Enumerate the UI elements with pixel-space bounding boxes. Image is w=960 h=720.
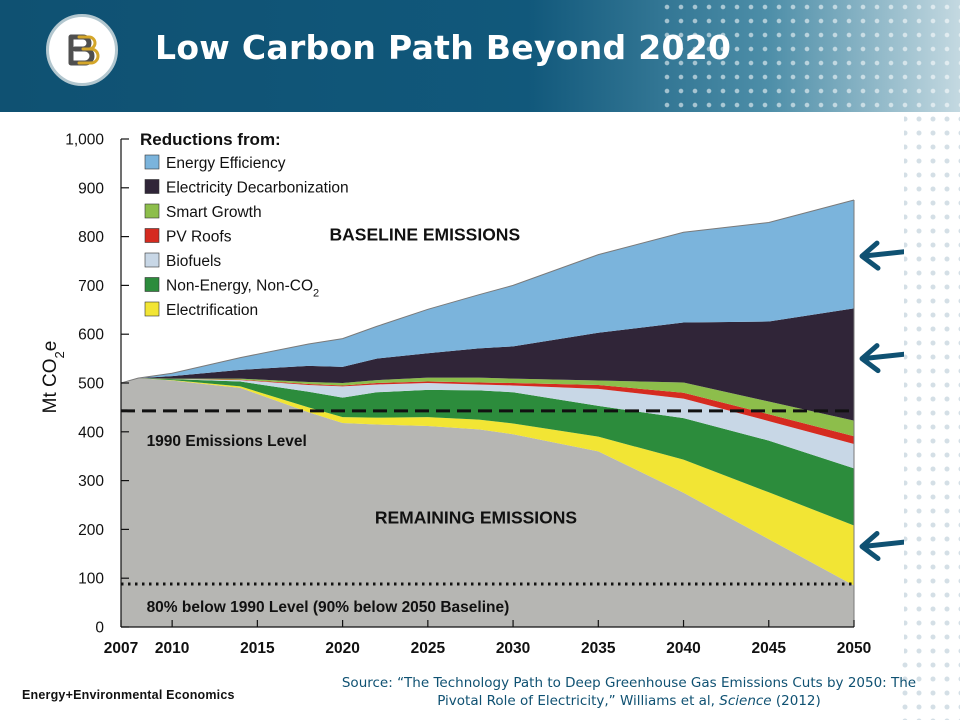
y-tick-label: 100 xyxy=(78,571,104,588)
header-banner: Low Carbon Path Beyond 2020 xyxy=(0,0,960,112)
x-tick-label: 2050 xyxy=(837,640,871,657)
area-biofuels xyxy=(121,378,854,469)
y-tick-label: 200 xyxy=(78,522,104,539)
side-dot-pattern xyxy=(898,112,960,720)
axis-layer: 0 100 200 300 400 500 600 700 800 900 1,000 2007 201… xyxy=(40,132,871,658)
annotation-layer: 1990 Emissions Level 80% below 1990 Level… xyxy=(147,225,578,616)
legend-label: Non-Energy, Non-CO2 xyxy=(166,278,319,300)
emissions-chart: 0 100 200 300 400 500 600 700 800 900 1,000 2007 201… xyxy=(20,112,932,660)
y-tick-label: 900 xyxy=(78,180,104,197)
source-citation: Source: “The Technology Path to Deep Gre… xyxy=(330,674,928,710)
reference-line-layer xyxy=(121,409,854,586)
legend-label: Electricity Decarbonization xyxy=(166,180,349,197)
legend-label: Biofuels xyxy=(166,253,221,270)
legend: Reductions from: Energy Efficiency Electri… xyxy=(140,130,349,319)
legend-swatch xyxy=(144,252,160,268)
y-tick-label: 1,000 xyxy=(65,132,104,149)
arrow-icon xyxy=(859,240,932,271)
y-axis-label: Mt CO2e xyxy=(40,341,67,414)
x-tick-label: 2025 xyxy=(411,640,446,657)
legend-swatch xyxy=(144,203,160,219)
reference-label-80pct-below: 80% below 1990 Level (90% below 2050 Bas… xyxy=(147,599,510,616)
legend-swatch xyxy=(144,277,160,292)
y-tick-label: 300 xyxy=(78,473,104,490)
area-pv-roofs xyxy=(121,378,854,444)
legend-swatch xyxy=(144,179,160,194)
x-tick-label: 2015 xyxy=(240,640,275,657)
area-energy-efficiency xyxy=(121,200,854,383)
e3-logo xyxy=(46,14,118,86)
arrow-icon xyxy=(859,343,932,374)
y-tick-label: 400 xyxy=(78,424,104,441)
x-tick-label: 2030 xyxy=(496,640,530,657)
x-tick-label: 2020 xyxy=(325,640,359,657)
source-text: Source: “The Technology Path to Deep Gre… xyxy=(341,675,917,709)
legend-label: Electrification xyxy=(166,302,258,319)
e3-logo-mark xyxy=(52,20,112,80)
legend-label: PV Roofs xyxy=(166,229,232,246)
y-axis-label-suffix: e xyxy=(40,341,61,352)
y-tick-label: 0 xyxy=(95,620,104,637)
x-tick-label: 2035 xyxy=(581,640,616,657)
source-year: (2012) xyxy=(771,693,821,709)
y-tick-label: 700 xyxy=(78,278,104,295)
remaining-emissions-area xyxy=(121,378,854,627)
arrow-head xyxy=(859,530,881,561)
header-dot-pattern xyxy=(660,0,960,112)
arrow-head xyxy=(859,343,881,374)
source-journal: Science xyxy=(719,693,772,709)
slide-title: Low Carbon Path Beyond 2020 xyxy=(155,28,732,67)
baseline-emissions-edge xyxy=(120,199,855,384)
y-tick-label: 600 xyxy=(78,327,104,344)
x-tick-label: 2045 xyxy=(752,640,787,657)
legend-title: Reductions from: xyxy=(140,130,281,149)
area-electricity-decarbonization xyxy=(121,308,854,421)
annotation-baseline-emissions: BASELINE EMISSIONS xyxy=(330,225,521,245)
chart-svg: 0 100 200 300 400 500 600 700 800 900 1,000 2007 201… xyxy=(40,130,932,658)
legend-swatch xyxy=(144,154,160,170)
y-axis-label-subscript: 2 xyxy=(52,351,67,358)
x-tick-label: 2007 xyxy=(104,640,138,657)
area-layer xyxy=(120,199,855,627)
arrow-layer xyxy=(859,240,932,561)
legend-swatch xyxy=(144,228,160,243)
reference-label-1990-level: 1990 Emissions Level xyxy=(147,433,307,450)
arrow-head xyxy=(859,240,881,271)
brand-wordmark: Energy+Environmental Economics xyxy=(22,688,235,702)
area-electrification xyxy=(121,378,854,586)
x-tick-label: 2010 xyxy=(155,640,189,657)
annotation-remaining-emissions: REMAINING EMISSIONS xyxy=(375,508,577,528)
x-tick-label: 2040 xyxy=(666,640,700,657)
legend-label-subscript: 2 xyxy=(313,288,319,300)
arrow-icon xyxy=(859,530,932,561)
legend-swatch xyxy=(144,301,160,317)
legend-label: Energy Efficiency xyxy=(166,155,286,172)
legend-label: Smart Growth xyxy=(166,204,262,221)
y-tick-label: 500 xyxy=(78,376,104,393)
y-tick-label: 800 xyxy=(78,229,104,246)
area-non-energy-non-co xyxy=(121,378,854,526)
